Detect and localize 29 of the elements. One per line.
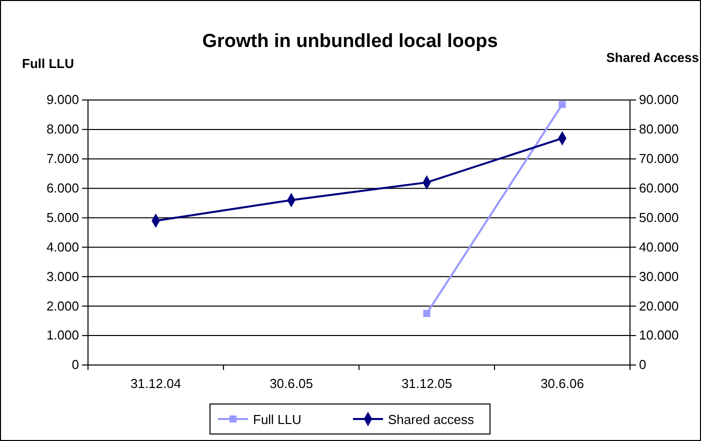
- x-tick-label: 31.12.05: [401, 376, 452, 392]
- y2-tick-label: 30.000: [639, 268, 679, 284]
- y-tick-label: 1.000: [46, 328, 79, 343]
- y2-tick-label: 10.000: [639, 328, 679, 343]
- y2-tick-label: 60.000: [639, 180, 679, 196]
- y-tick-label: 2.000: [46, 298, 79, 314]
- y2-axis-title: Shared Access: [606, 50, 699, 65]
- y-tick-label: 3.000: [46, 268, 79, 284]
- y2-tick-label: 0: [639, 357, 646, 372]
- y2-tick-label: 90.000: [639, 92, 679, 108]
- y-tick-label: 5.000: [46, 210, 79, 225]
- y-tick-label: 0: [72, 357, 79, 372]
- y-axis-title: Full LLU: [22, 56, 74, 71]
- x-tick-label: 31.12.04: [130, 376, 182, 392]
- y2-tick-label: 50.000: [639, 210, 679, 225]
- chart-title: Growth in unbundled local loops: [202, 31, 498, 52]
- y-tick-label: 8.000: [46, 122, 79, 137]
- y-tick-label: 6.000: [46, 180, 79, 196]
- y-tick-label: 9.000: [46, 92, 79, 108]
- y-tick-label: 4.000: [46, 239, 79, 254]
- legend-label: Full LLU: [253, 412, 302, 427]
- y-tick-label: 7.000: [46, 151, 79, 166]
- y2-tick-label: 80.000: [639, 122, 679, 137]
- y2-tick-label: 20.000: [639, 298, 679, 314]
- y2-tick-label: 40.000: [639, 239, 679, 254]
- x-tick-label: 30.6.05: [270, 376, 313, 392]
- y2-tick-label: 70.000: [639, 151, 679, 166]
- legend-label: Shared access: [388, 412, 474, 427]
- x-tick-label: 30.6.06: [540, 376, 584, 392]
